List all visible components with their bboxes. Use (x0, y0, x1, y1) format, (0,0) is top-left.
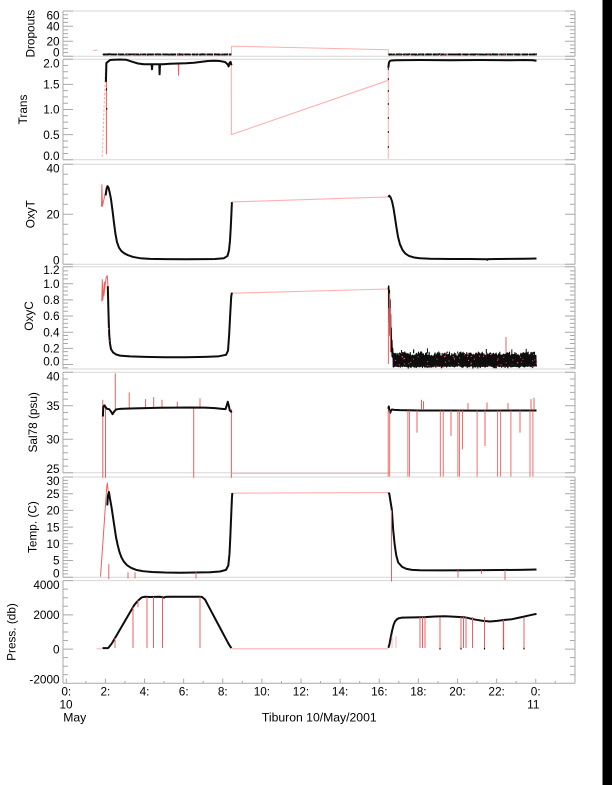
svg-text:1.0: 1.0 (43, 277, 60, 291)
svg-text:0.0: 0.0 (43, 149, 60, 163)
svg-text:12:: 12: (293, 684, 309, 698)
svg-text:Press. (db): Press. (db) (5, 603, 19, 661)
svg-text:0:: 0: (61, 684, 71, 698)
svg-text:0.8: 0.8 (43, 293, 60, 307)
svg-text:0:: 0: (531, 684, 541, 698)
svg-text:1.5: 1.5 (43, 78, 60, 92)
svg-text:4000: 4000 (33, 578, 60, 592)
svg-text:20: 20 (46, 207, 60, 221)
svg-text:0.2: 0.2 (43, 342, 59, 356)
svg-text:OxyC: OxyC (22, 301, 36, 331)
svg-text:OxyT: OxyT (24, 200, 38, 228)
svg-text:40: 40 (46, 161, 60, 175)
svg-text:Sal78 (psu): Sal78 (psu) (26, 392, 40, 452)
svg-text:16:: 16: (371, 684, 387, 698)
svg-text:0: 0 (53, 642, 60, 656)
svg-text:Tiburon 10/May/2001: Tiburon 10/May/2001 (262, 710, 377, 724)
svg-text:20: 20 (46, 34, 60, 48)
svg-text:0: 0 (53, 46, 60, 60)
svg-text:18:: 18: (410, 684, 426, 698)
svg-text:20: 20 (46, 504, 60, 518)
svg-text:Trans: Trans (16, 95, 30, 125)
svg-text:0.4: 0.4 (43, 325, 60, 339)
svg-text:60: 60 (46, 8, 60, 22)
svg-text:20:: 20: (449, 684, 465, 698)
svg-text:14:: 14: (332, 684, 348, 698)
svg-text:10:: 10: (254, 684, 270, 698)
svg-text:0: 0 (53, 253, 60, 267)
svg-text:Dropouts: Dropouts (23, 10, 37, 58)
svg-text:1.2: 1.2 (43, 263, 59, 277)
svg-text:May: May (63, 711, 87, 725)
svg-text:0.0: 0.0 (43, 355, 60, 369)
svg-text:2:: 2: (100, 684, 110, 698)
svg-text:25: 25 (46, 487, 60, 501)
svg-text:30: 30 (46, 474, 60, 488)
svg-text:15: 15 (46, 520, 60, 534)
svg-text:0.5: 0.5 (43, 128, 60, 142)
svg-text:5: 5 (53, 554, 60, 568)
svg-text:10: 10 (59, 698, 73, 712)
svg-text:8:: 8: (218, 684, 228, 698)
svg-text:6:: 6: (179, 684, 189, 698)
svg-text:10: 10 (46, 537, 60, 551)
svg-text:4:: 4: (140, 684, 150, 698)
svg-text:0: 0 (53, 566, 60, 580)
svg-text:40: 40 (46, 19, 60, 33)
svg-text:22:: 22: (488, 684, 504, 698)
svg-text:Temp. (C): Temp. (C) (26, 501, 40, 553)
svg-text:1.0: 1.0 (43, 103, 60, 117)
svg-text:30: 30 (46, 433, 60, 447)
svg-text:2000: 2000 (33, 608, 60, 622)
svg-text:40: 40 (46, 370, 60, 384)
svg-text:2.0: 2.0 (43, 56, 60, 70)
svg-text:35: 35 (46, 399, 60, 413)
svg-text:-2000: -2000 (29, 673, 60, 687)
svg-text:25: 25 (46, 462, 60, 476)
svg-text:11: 11 (527, 698, 539, 712)
svg-text:0.6: 0.6 (43, 309, 60, 323)
